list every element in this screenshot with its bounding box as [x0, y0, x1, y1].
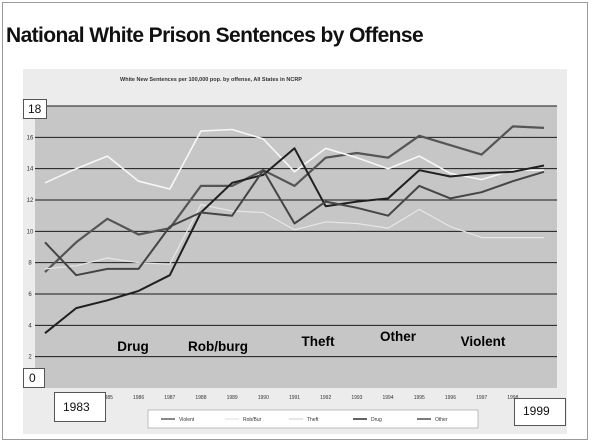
x-end-callout: 1999	[514, 398, 566, 426]
x-tick-label: 1995	[414, 395, 425, 401]
series-line-drug	[44, 147, 545, 334]
x-tick-labels: 1985 1986 1987 1988 1989 1990 1991 1992 1993 1994…	[102, 395, 519, 401]
y-tick-label: 16	[27, 135, 34, 141]
y-tick-label: 2	[28, 355, 32, 361]
x-tick-label: 1987	[164, 395, 175, 401]
y-tick-label: 10	[27, 229, 34, 235]
series-line-violent	[44, 125, 545, 273]
legend-label: Violent	[179, 417, 195, 423]
series-lines	[44, 125, 545, 334]
annotation-label: Theft	[302, 334, 335, 349]
y-min-callout: 0	[23, 368, 45, 388]
slide-title: National White Prison Sentences by Offen…	[6, 24, 424, 47]
x-tick-label: 1986	[133, 395, 144, 401]
annotations: Drug Rob/burg Theft Other Violent	[117, 329, 506, 354]
y-max-callout: 18	[23, 99, 47, 119]
x-tick-label: 1989	[227, 395, 238, 401]
x-tick-label: 1991	[289, 395, 300, 401]
y-tick-label: 4	[28, 323, 32, 329]
annotation-label: Other	[380, 329, 417, 344]
x-tick-label: 1985	[102, 395, 113, 401]
x-start-callout: 1983	[54, 392, 106, 422]
y-tick-label: 6	[28, 292, 32, 298]
x-tick-label: 1998	[507, 395, 518, 401]
legend-label: Theft	[307, 417, 319, 423]
chart-container: White New Sentences per 100,000 pop. by …	[23, 69, 567, 434]
y-tick-label: 12	[27, 198, 34, 204]
x-tick-label: 1994	[383, 395, 394, 401]
legend: Violent Rob/Bur Theft Drug Other	[161, 417, 448, 423]
x-tick-label: 1990	[258, 395, 269, 401]
legend-label: Other	[435, 417, 448, 423]
annotation-label: Rob/burg	[188, 339, 248, 354]
x-tick-label: 1996	[445, 395, 456, 401]
line-chart: White New Sentences per 100,000 pop. by …	[23, 69, 567, 434]
y-tick-labels: 2 4 6 8 10 12 14 16	[27, 135, 34, 360]
series-line-rob-bur	[44, 204, 544, 270]
legend-box	[147, 409, 479, 429]
annotation-label: Drug	[117, 339, 149, 354]
y-tick-label: 14	[27, 167, 34, 173]
x-tick-label: 1992	[320, 395, 331, 401]
chart-title: White New Sentences per 100,000 pop. by …	[120, 77, 302, 83]
legend-label: Drug	[371, 417, 382, 423]
x-tick-label: 1988	[195, 395, 206, 401]
x-tick-label: 1997	[476, 395, 487, 401]
slide-frame	[2, 2, 588, 440]
legend-label: Rob/Bur	[243, 417, 262, 423]
series-line-other	[44, 169, 545, 277]
x-tick-label: 1993	[351, 395, 362, 401]
y-tick-label: 8	[28, 261, 32, 267]
annotation-label: Violent	[461, 334, 506, 349]
